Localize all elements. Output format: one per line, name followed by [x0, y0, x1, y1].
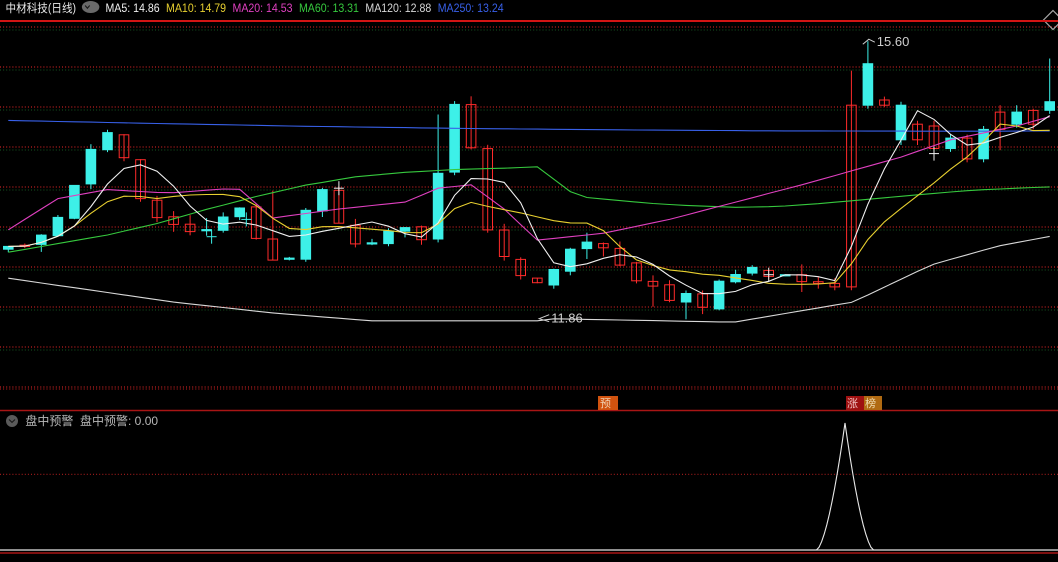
- svg-text:榜: 榜: [865, 396, 876, 410]
- svg-text:15.60: 15.60: [877, 34, 910, 49]
- svg-text:涨: 涨: [847, 397, 858, 410]
- svg-text:预: 预: [600, 397, 611, 410]
- svg-text:11.86: 11.86: [551, 311, 583, 326]
